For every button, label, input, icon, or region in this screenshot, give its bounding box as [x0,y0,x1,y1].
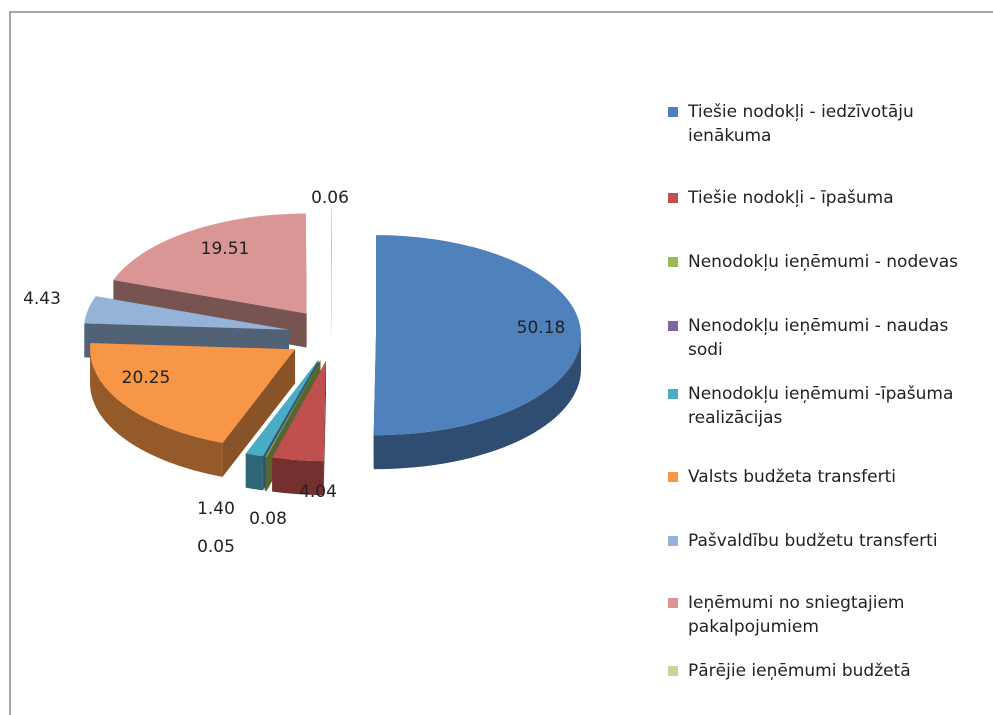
slice [84,296,289,330]
data-label: 50.18 [517,318,566,338]
legend-label: Tiešie nodokļi - iedzīvotāju ienākuma [688,102,914,146]
legend-item: Nenodokļu ieņēmumi - nodevas [668,250,978,274]
legend-label: Nenodokļu ieņēmumi - nodevas [688,252,959,272]
slice [264,360,321,457]
legend-swatch [668,107,678,117]
slice [90,343,296,443]
legend-swatch [668,257,678,267]
legend-swatch [668,536,678,546]
legend-swatch [668,598,678,608]
slice [265,360,321,457]
data-label: 4.43 [23,289,61,309]
legend: Tiešie nodokļi - iedzīvotāju ienākuma Tie… [668,100,978,683]
legend-item: Tiešie nodokļi - īpašuma [668,186,978,210]
slice [272,361,326,462]
legend-item: Nenodokļu ieņēmumi -īpašuma realizācijas [668,382,978,430]
data-label: 0.08 [249,509,287,529]
frame [9,11,993,715]
legend-swatch [668,321,678,331]
data-label: 0.06 [311,188,349,208]
legend-item: Ieņēmumi no sniegtajiem pakalpojumiem [668,591,978,639]
legend-label: Ieņēmumi no sniegtajiem pakalpojumiem [688,593,905,637]
slice-wall [264,456,266,491]
legend-label: Nenodokļu ieņēmumi -īpašuma realizācijas [688,384,954,428]
legend-swatch [668,193,678,203]
legend-label: Pašvaldību budžetu transferti [688,531,938,551]
slice-wall [265,456,267,491]
legend-swatch [668,472,678,482]
slice-wall [272,457,324,496]
slice-side [245,360,319,488]
data-label: 4.04 [299,482,337,502]
data-label: 1.40 [197,499,235,519]
legend-item: Pārējie ieņēmumi budžetā [668,659,978,683]
slice-wall [90,349,223,477]
data-label: 19.51 [201,239,250,259]
legend-label: Nenodokļu ieņēmumi - naudas sodi [688,316,949,360]
legend-item: Tiešie nodokļi - iedzīvotāju ienākuma [668,100,978,148]
slice [245,360,319,457]
slice-wall [245,453,263,491]
legend-label: Pārējie ieņēmumi budžetā [688,661,911,681]
legend-item: Pašvaldību budžetu transferti [668,529,978,553]
slice [331,208,332,309]
legend-item: Valsts budžeta transferti [668,465,978,489]
slice [113,213,307,314]
slice-wall [373,335,581,470]
data-label: 0.05 [197,537,235,557]
legend-item: Nenodokļu ieņēmumi - naudas sodi [668,314,978,362]
slice [373,235,582,436]
legend-label: Tiešie nodokļi - īpašuma [688,188,894,208]
slice-side [331,208,332,343]
legend-swatch [668,666,678,676]
legend-label: Valsts budžeta transferti [688,467,896,487]
data-label: 20.25 [122,368,171,388]
legend-swatch [668,389,678,399]
